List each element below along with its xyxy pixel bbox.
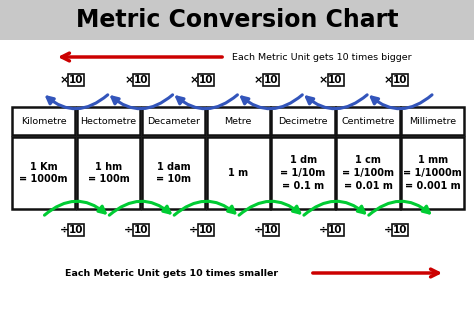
Text: Kilometre: Kilometre (21, 117, 66, 126)
Text: ×: × (124, 75, 134, 85)
Bar (142, 137, 205, 209)
Bar (336, 107, 400, 135)
Text: 1 cm
= 1/100m
= 0.01 m: 1 cm = 1/100m = 0.01 m (342, 155, 394, 191)
Text: 10: 10 (199, 75, 213, 85)
Text: Each Metric Unit gets 10 times bigger: Each Metric Unit gets 10 times bigger (232, 53, 411, 62)
Bar (207, 137, 270, 209)
Text: 10: 10 (393, 75, 408, 85)
Bar (272, 137, 335, 209)
Bar (198, 224, 214, 236)
Bar (328, 74, 344, 86)
Text: 1 mm
= 1/1000m
= 0.001 m: 1 mm = 1/1000m = 0.001 m (403, 155, 462, 191)
Bar (328, 224, 344, 236)
Bar (263, 224, 279, 236)
Text: 10: 10 (134, 225, 148, 235)
Bar (133, 224, 149, 236)
Bar (392, 74, 409, 86)
Text: 10: 10 (264, 225, 278, 235)
Text: ×: × (189, 75, 199, 85)
Text: ×: × (254, 75, 264, 85)
Bar (263, 74, 279, 86)
Bar (272, 107, 335, 135)
Text: Hectometre: Hectometre (81, 117, 137, 126)
Text: 1 dm
= 1/10m
= 0.1 m: 1 dm = 1/10m = 0.1 m (281, 155, 326, 191)
Text: 10: 10 (69, 225, 83, 235)
Text: ÷: ÷ (384, 225, 393, 235)
Bar (133, 74, 149, 86)
Text: Decimetre: Decimetre (278, 117, 328, 126)
Text: Decameter: Decameter (147, 117, 200, 126)
Bar (401, 137, 465, 209)
Bar (77, 107, 140, 135)
Text: Metric Conversion Chart: Metric Conversion Chart (76, 8, 398, 32)
Text: ÷: ÷ (124, 225, 134, 235)
Text: 10: 10 (134, 75, 148, 85)
Text: Metre: Metre (225, 117, 252, 126)
Bar (142, 107, 205, 135)
Text: 10: 10 (328, 225, 343, 235)
Bar (77, 137, 140, 209)
Bar (207, 107, 270, 135)
Bar (336, 137, 400, 209)
Bar (392, 224, 409, 236)
Bar (68, 224, 84, 236)
Bar (401, 107, 465, 135)
Bar (0, 0, 474, 40)
Text: 1 Km
= 1000m: 1 Km = 1000m (19, 161, 68, 184)
Bar (198, 74, 214, 86)
Text: 1 m: 1 m (228, 168, 248, 178)
Text: ×: × (384, 75, 393, 85)
Text: ×: × (319, 75, 328, 85)
Text: 10: 10 (264, 75, 278, 85)
Bar (12, 107, 75, 135)
Text: ÷: ÷ (319, 225, 328, 235)
Text: 1 dam
= 10m: 1 dam = 10m (156, 161, 191, 184)
Bar (68, 74, 84, 86)
Text: 10: 10 (328, 75, 343, 85)
Text: Each Meteric Unit gets 10 times smaller: Each Meteric Unit gets 10 times smaller (65, 268, 278, 277)
Text: 1 hm
= 100m: 1 hm = 100m (88, 161, 129, 184)
Text: ÷: ÷ (59, 225, 69, 235)
Text: 10: 10 (69, 75, 83, 85)
Text: ÷: ÷ (189, 225, 199, 235)
Text: ×: × (59, 75, 69, 85)
Text: Millimetre: Millimetre (409, 117, 456, 126)
Text: Centimetre: Centimetre (341, 117, 395, 126)
Bar (12, 137, 75, 209)
Text: 10: 10 (199, 225, 213, 235)
Text: ÷: ÷ (254, 225, 263, 235)
Text: 10: 10 (393, 225, 408, 235)
